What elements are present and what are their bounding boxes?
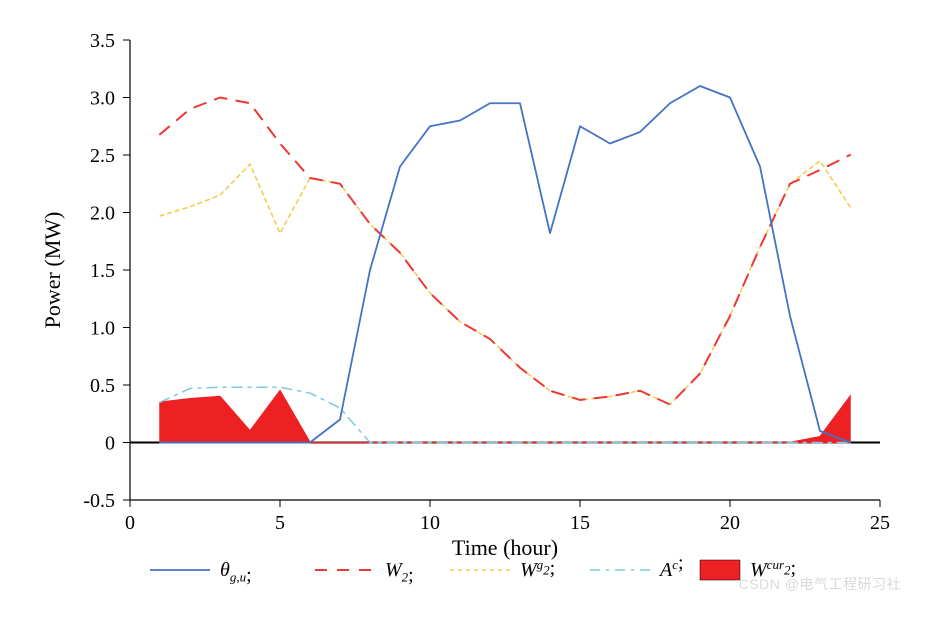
svg-text:-0.5: -0.5 (83, 490, 115, 512)
svg-text:2.0: 2.0 (90, 203, 115, 225)
svg-text:0: 0 (105, 433, 115, 455)
svg-text:3.0: 3.0 (90, 88, 115, 110)
svg-text:Power (MW): Power (MW) (40, 212, 65, 329)
svg-text:3.5: 3.5 (90, 30, 115, 52)
svg-text:1.0: 1.0 (90, 318, 115, 340)
svg-text:0: 0 (125, 512, 135, 534)
svg-text:10: 10 (420, 512, 440, 534)
svg-text:5: 5 (275, 512, 285, 534)
svg-text:1.5: 1.5 (90, 260, 115, 282)
svg-text:20: 20 (720, 512, 740, 534)
svg-text:0.5: 0.5 (90, 375, 115, 397)
svg-text:2.5: 2.5 (90, 145, 115, 167)
svg-text:25: 25 (870, 512, 890, 534)
power-chart: 0510152025-0.500.51.01.52.02.53.03.5Time… (0, 0, 931, 620)
svg-text:15: 15 (570, 512, 590, 534)
